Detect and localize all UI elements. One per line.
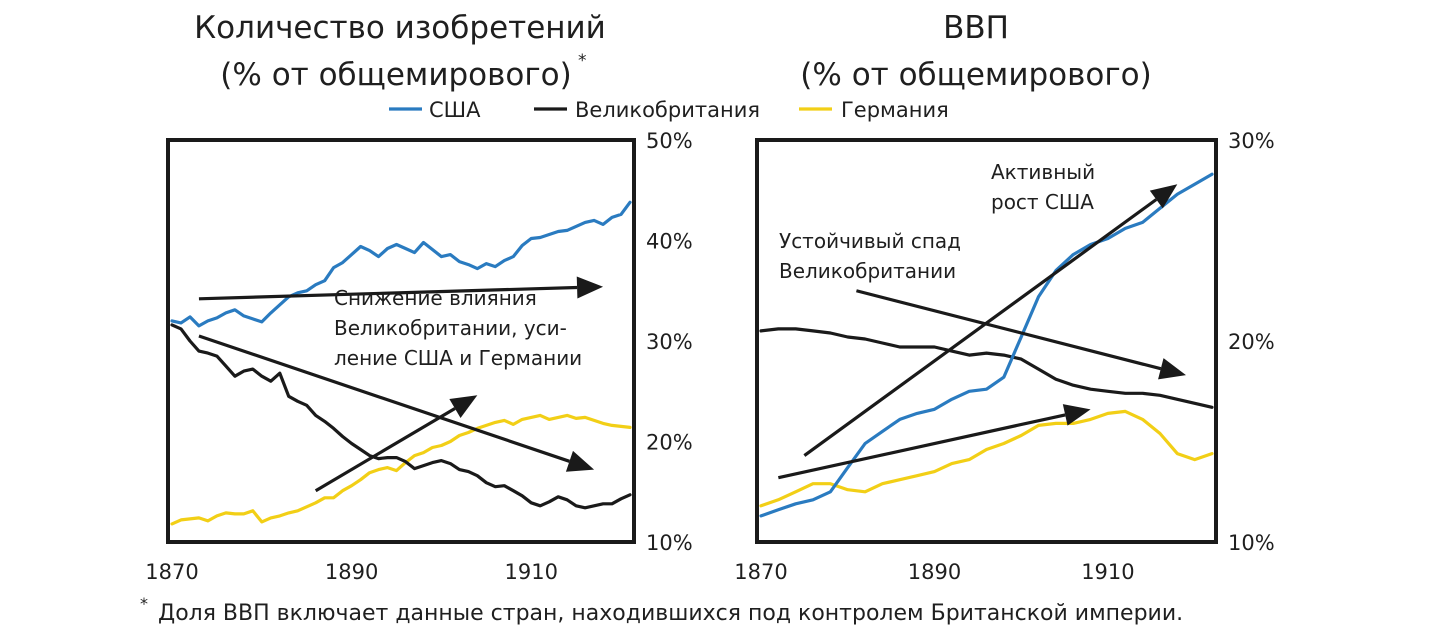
gdp-annotation-uk-line2: Великобритании xyxy=(779,259,956,283)
gdp-x-tick-label: 1910 xyxy=(1081,560,1134,584)
inventions-trend-arrow-3 xyxy=(314,407,456,493)
inventions-trend-arrow-head-2 xyxy=(565,450,595,472)
inventions-y-axis: 10% 20% 30% 40% 50% xyxy=(646,129,693,555)
gdp-annotation-usa-line1: Активный xyxy=(991,160,1095,184)
inventions-chart-frame xyxy=(166,138,636,544)
inventions-annotation-line3: ление США и Германии xyxy=(334,346,582,370)
left-chart-title-line1: Количество изобретений xyxy=(194,10,606,46)
inventions-annotation-line1: Снижение влияния xyxy=(334,286,537,310)
inventions-y-tick-label: 30% xyxy=(646,330,693,354)
inventions-annotation-line2: Великобритании, уси- xyxy=(334,316,567,340)
right-chart-title-line1: ВВП xyxy=(943,10,1009,46)
inventions-y-tick-label: 10% xyxy=(646,531,693,555)
gdp-trend-arrow-head-2 xyxy=(1062,404,1091,426)
inventions-trend-arrow-2 xyxy=(198,334,570,463)
inventions-x-tick-label: 1870 xyxy=(145,560,198,584)
inventions-series-germany xyxy=(170,413,632,526)
inventions-y-tick-label: 40% xyxy=(646,230,693,254)
gdp-annotation-uk-line1: Устойчивый спад xyxy=(779,229,961,253)
inventions-y-tick-label: 50% xyxy=(646,129,693,153)
inventions-series-group xyxy=(170,200,632,526)
gdp-y-tick-label: 10% xyxy=(1228,531,1275,555)
gdp-y-tick-label: 30% xyxy=(1228,129,1275,153)
inventions-chart: 10% 20% 30% 40% 50% 1870 1890 1910 Снижение вл… xyxy=(145,129,692,584)
gdp-trend-arrow-head-1 xyxy=(1149,184,1178,209)
inventions-y-tick-label: 20% xyxy=(646,431,693,455)
legend-label-usa: США xyxy=(429,98,481,122)
gdp-trend-arrows xyxy=(778,184,1186,480)
gdp-series-uk xyxy=(759,327,1214,409)
gdp-series-usa xyxy=(759,172,1214,518)
legend-label-uk: Великобритания xyxy=(575,98,760,122)
gdp-chart-frame xyxy=(755,138,1218,544)
right-chart-title-line2: (% от общемирового) xyxy=(800,57,1151,93)
gdp-x-tick-label: 1890 xyxy=(908,560,961,584)
gdp-annotation-usa-line2: рост США xyxy=(991,190,1094,214)
inventions-x-axis: 1870 1890 1910 xyxy=(145,560,558,584)
gdp-x-axis: 1870 1890 1910 xyxy=(734,560,1134,584)
inventions-trend-arrow-1 xyxy=(198,285,578,301)
gdp-trend-arrow-1 xyxy=(803,198,1158,457)
inventions-series-uk xyxy=(170,323,632,510)
footnote-marker: * xyxy=(140,594,148,613)
inventions-trend-arrow-head-3 xyxy=(449,395,478,418)
inventions-x-tick-label: 1890 xyxy=(325,560,378,584)
gdp-chart: 10% 20% 30% 1870 1890 1910 Активный рост США… xyxy=(734,129,1274,584)
gdp-y-axis: 10% 20% 30% xyxy=(1228,129,1275,555)
gdp-series-group xyxy=(759,172,1214,518)
left-chart-title-line2: (% от общемирового) xyxy=(220,57,571,93)
left-chart-title-marker: * xyxy=(578,51,587,71)
gdp-trend-arrow-2 xyxy=(778,413,1066,480)
gdp-x-tick-label: 1870 xyxy=(734,560,787,584)
gdp-y-tick-label: 20% xyxy=(1228,330,1275,354)
legend: США Великобритания Германия xyxy=(389,98,949,122)
footnote: Доля ВВП включает данные стран, находивш… xyxy=(158,601,1183,626)
gdp-trend-arrow-head-3 xyxy=(1158,358,1186,380)
inventions-x-tick-label: 1910 xyxy=(504,560,557,584)
inventions-series-usa xyxy=(170,200,632,328)
gdp-trend-arrow-3 xyxy=(856,289,1162,371)
inventions-trend-arrows xyxy=(198,276,604,493)
legend-label-germany: Германия xyxy=(841,98,949,122)
inventions-trend-arrow-head-1 xyxy=(576,276,604,299)
